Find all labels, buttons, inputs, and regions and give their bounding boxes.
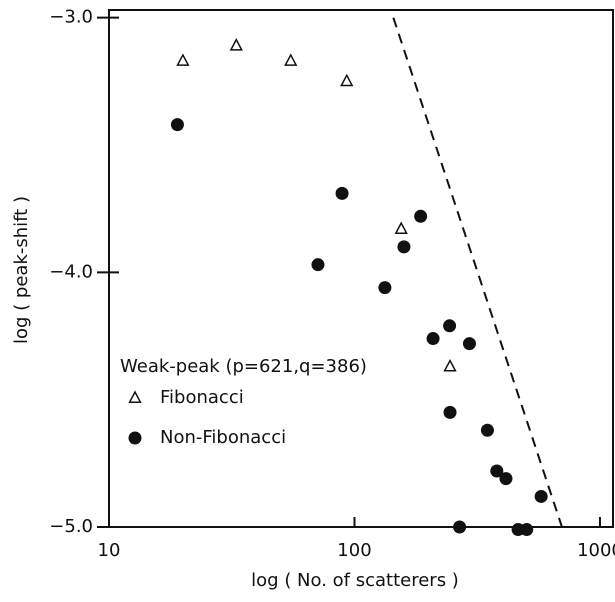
circle-point [414, 209, 428, 223]
legend-title: Weak-peak (p=621,q=386) [120, 356, 367, 377]
y-tick-label: −3.0 [49, 7, 93, 28]
legend-label: Fibonacci [160, 387, 244, 408]
legend-marker [128, 390, 142, 403]
fit-line [392, 17, 563, 528]
legend-label: Non-Fibonacci [160, 427, 286, 448]
circle-point [443, 405, 457, 419]
circle-point [443, 319, 457, 333]
y-tick-label: −5.0 [49, 516, 93, 537]
x-tick-label: 100 [337, 540, 371, 561]
circle-point [170, 118, 184, 132]
triangle-point [284, 53, 298, 66]
legend-marker [128, 431, 142, 445]
triangle-point [176, 53, 190, 66]
circle-point [490, 464, 504, 478]
triangle-point [340, 73, 354, 87]
x-tick-label: 1000 [577, 540, 615, 561]
circle-point [534, 489, 548, 503]
y-tick-label: −4.0 [49, 261, 93, 282]
circle-point [499, 472, 513, 486]
circle-point [335, 186, 349, 200]
circle-point [453, 520, 467, 534]
x-tick-label: 10 [98, 540, 121, 561]
circle-point [520, 523, 534, 537]
x-axis-title: log ( No. of scatterers ) [251, 570, 459, 591]
circle-point [462, 337, 476, 351]
triangle-point [394, 221, 408, 234]
triangle-point [443, 358, 457, 372]
circle-point [480, 423, 494, 437]
circle-point [378, 281, 392, 295]
y-axis-title: log ( peak-shift ) [11, 196, 32, 344]
circle-point [397, 240, 411, 254]
circle-point [426, 332, 440, 346]
triangle-point [229, 38, 243, 51]
circle-point [311, 258, 325, 272]
plot-frame [108, 9, 614, 528]
